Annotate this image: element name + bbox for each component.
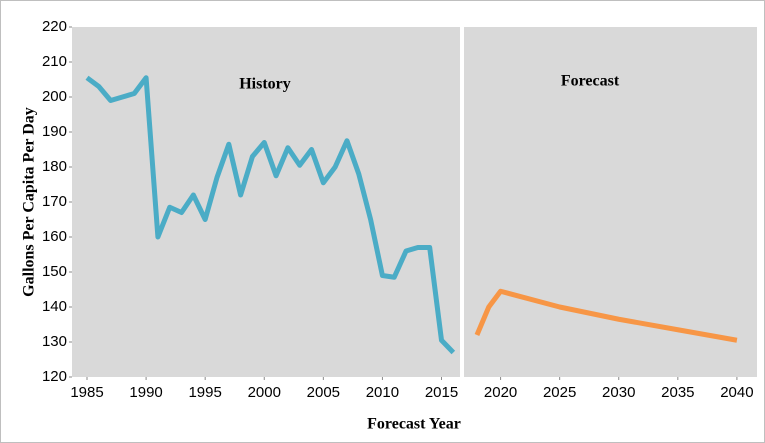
x-tick-label: 1985 bbox=[70, 384, 103, 401]
x-tick-label: 2015 bbox=[425, 384, 458, 401]
y-tick-label: 130 bbox=[42, 333, 67, 350]
y-axis-title: Gallons Per Capita Per Day bbox=[21, 107, 38, 297]
x-tick-label: 2035 bbox=[661, 384, 694, 401]
x-tick-label: 2025 bbox=[543, 384, 576, 401]
x-tick-label: 2040 bbox=[720, 384, 753, 401]
y-tick-label: 120 bbox=[42, 368, 67, 385]
x-tick-label: 2020 bbox=[484, 384, 517, 401]
y-tick-label: 160 bbox=[42, 228, 67, 245]
y-tick-label: 140 bbox=[42, 298, 67, 315]
y-tick-label: 180 bbox=[42, 158, 67, 175]
annotation: Forecast bbox=[561, 73, 620, 90]
x-tick-label: 1990 bbox=[129, 384, 162, 401]
x-axis-title: Forecast Year bbox=[367, 416, 461, 433]
x-tick-label: 2000 bbox=[248, 384, 281, 401]
x-tick-label: 2030 bbox=[602, 384, 635, 401]
x-tick-label: 2010 bbox=[366, 384, 399, 401]
x-tick-label: 2005 bbox=[307, 384, 340, 401]
y-tick-label: 190 bbox=[42, 123, 67, 140]
y-tick-label: 210 bbox=[42, 53, 67, 70]
y-tick-label: 220 bbox=[42, 18, 67, 35]
line bbox=[85, 75, 456, 355]
annotation: History bbox=[239, 76, 291, 93]
y-tick-label: 200 bbox=[42, 88, 67, 105]
x-tick-label: 1995 bbox=[188, 384, 221, 401]
y-tick-label: 170 bbox=[42, 193, 67, 210]
line bbox=[474, 288, 738, 343]
y-tick-label: 150 bbox=[42, 263, 67, 280]
